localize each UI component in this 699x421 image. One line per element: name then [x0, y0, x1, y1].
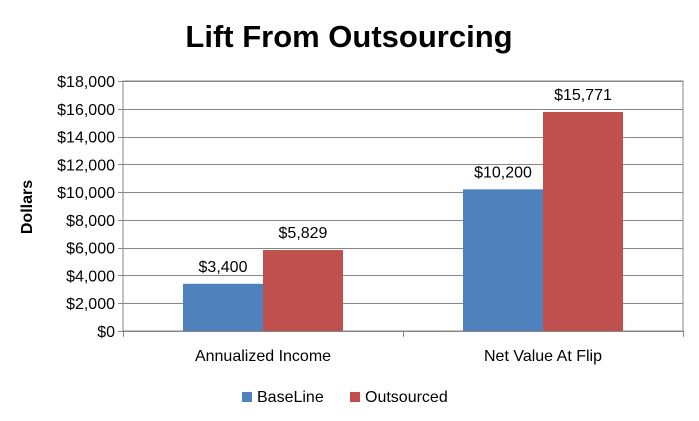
- data-label: $5,829: [279, 225, 328, 242]
- legend-label: Outsourced: [365, 389, 448, 406]
- legend: BaseLine Outsourced: [242, 389, 448, 406]
- x-category-label: Annualized Income: [195, 348, 331, 365]
- bar-outsourced-0: [263, 250, 343, 331]
- bar-baseline-1: [463, 189, 543, 331]
- legend-label: BaseLine: [257, 389, 324, 406]
- y-tick-label: $6,000: [66, 241, 115, 258]
- bar-baseline-0: [183, 283, 263, 331]
- y-tick-label: $16,000: [57, 102, 115, 119]
- chart-title: Lift From Outsourcing: [185, 19, 512, 54]
- y-tick-label: $14,000: [57, 130, 115, 147]
- data-label: $3,400: [199, 259, 248, 276]
- legend-swatch-outsourced: [350, 392, 360, 402]
- y-tick-label: $10,000: [57, 185, 115, 202]
- data-label: $10,200: [474, 164, 532, 181]
- y-axis-label: Dollars: [19, 180, 36, 234]
- y-tick-label: $0: [97, 324, 115, 341]
- bar-outsourced-1: [543, 111, 623, 331]
- y-tick-label: $4,000: [66, 268, 115, 285]
- data-labels: $3,400 $5,829 $10,200 $15,771: [199, 87, 612, 276]
- bars: [183, 111, 623, 331]
- x-category-label: Net Value At Flip: [484, 348, 602, 365]
- legend-swatch-baseline: [242, 392, 252, 402]
- y-tick-label: $8,000: [66, 213, 115, 230]
- y-tick-label: $18,000: [57, 74, 115, 91]
- y-tick-label: $12,000: [57, 157, 115, 174]
- axes: $0 $2,000 $4,000 $6,000 $8,000 $10,000 $12,000…: [57, 74, 684, 365]
- y-tick-label: $2,000: [66, 296, 115, 313]
- data-label: $15,771: [554, 87, 612, 104]
